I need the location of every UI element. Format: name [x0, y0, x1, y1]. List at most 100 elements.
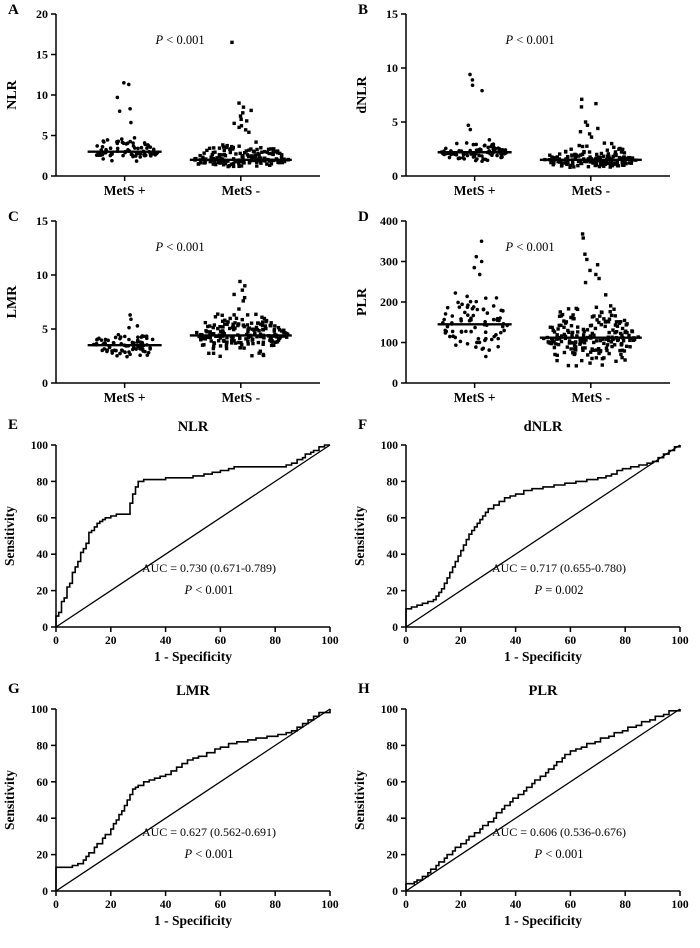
- svg-text:1 - Specificity: 1 - Specificity: [504, 649, 582, 664]
- svg-text:NLR: NLR: [5, 79, 20, 109]
- svg-text:60: 60: [565, 635, 577, 647]
- svg-text:10: 10: [386, 61, 398, 75]
- svg-text:100: 100: [321, 899, 339, 911]
- svg-text:1 - Specificity: 1 - Specificity: [154, 649, 232, 664]
- svg-text:200: 200: [380, 295, 398, 309]
- nlr-scatter-chart: 0 5 10 15 20 NLR MetS + MetS - P < 0.001: [5, 7, 320, 198]
- svg-text:MetS +: MetS +: [454, 183, 496, 198]
- svg-text:5: 5: [392, 115, 398, 129]
- svg-text:20: 20: [387, 586, 399, 598]
- svg-text:100: 100: [671, 635, 689, 647]
- svg-text:0: 0: [403, 899, 409, 911]
- svg-text:20: 20: [36, 7, 48, 21]
- svg-text:400: 400: [380, 214, 398, 228]
- svg-text:MetS -: MetS -: [221, 183, 260, 198]
- svg-text:100: 100: [380, 336, 398, 350]
- svg-text:0: 0: [53, 635, 59, 647]
- svg-text:80: 80: [37, 476, 49, 488]
- svg-text:0: 0: [42, 169, 48, 183]
- svg-text:Sensitivity: Sensitivity: [352, 506, 367, 566]
- panel-a: A 0 5 10 15 20 NLR MetS + MetS - P < 0.001: [0, 0, 350, 207]
- lmr-roc-chart: 0 20 40 60 80 100 0 20 40 60 80 100 LMR Sensitivity 1 …: [2, 683, 339, 928]
- svg-text:15: 15: [36, 48, 48, 62]
- panel-letter-e: E: [8, 417, 19, 433]
- svg-text:40: 40: [510, 899, 522, 911]
- panel-letter-a: A: [8, 2, 19, 18]
- svg-text:5: 5: [42, 322, 48, 336]
- svg-text:80: 80: [619, 635, 631, 647]
- svg-text:100: 100: [381, 704, 399, 716]
- svg-text:P < 0.001: P < 0.001: [155, 33, 205, 47]
- svg-text:100: 100: [31, 704, 49, 716]
- svg-text:60: 60: [215, 635, 227, 647]
- svg-text:Sensitivity: Sensitivity: [352, 770, 367, 830]
- svg-text:0: 0: [42, 622, 48, 634]
- svg-text:P < 0.001: P < 0.001: [505, 33, 555, 47]
- svg-text:P < 0.001: P < 0.001: [183, 583, 233, 597]
- panel-b: B 0 5 10 15 dNLR MetS + MetS - P < 0.001: [350, 0, 700, 207]
- svg-text:PLR: PLR: [529, 683, 559, 699]
- svg-text:40: 40: [37, 549, 49, 561]
- panel-d: D 0 100 200 300 400 PLR MetS + MetS - P < 0.001: [350, 207, 700, 415]
- svg-text:20: 20: [387, 850, 399, 862]
- plr-roc-chart: 0 20 40 60 80 100 0 20 40 60 80 100 PLR Sensitivity 1 …: [352, 683, 689, 928]
- svg-text:60: 60: [565, 899, 577, 911]
- svg-text:80: 80: [37, 740, 49, 752]
- svg-text:80: 80: [619, 899, 631, 911]
- panel-letter-f: F: [358, 417, 368, 433]
- svg-text:40: 40: [37, 813, 49, 825]
- svg-text:20: 20: [37, 850, 49, 862]
- svg-text:P < 0.001: P < 0.001: [183, 847, 233, 861]
- svg-text:1 - Specificity: 1 - Specificity: [504, 913, 582, 928]
- svg-text:MetS +: MetS +: [104, 183, 146, 198]
- svg-text:Sensitivity: Sensitivity: [2, 770, 17, 830]
- panel-g: G 0 20 40 60 80 100 0 20 40 60 80 100 LMR Sensitivity…: [0, 679, 350, 948]
- svg-text:AUC = 0.606 (0.536-0.676): AUC = 0.606 (0.536-0.676): [492, 825, 626, 839]
- panel-letter-c: C: [8, 209, 19, 225]
- svg-text:100: 100: [671, 899, 689, 911]
- svg-text:dNLR: dNLR: [524, 419, 563, 435]
- svg-text:MetS -: MetS -: [571, 183, 610, 198]
- svg-text:MetS -: MetS -: [571, 390, 610, 405]
- svg-text:0: 0: [392, 622, 398, 634]
- panel-c: C 0 5 10 15 LMR MetS + MetS - P < 0.001: [0, 207, 350, 415]
- svg-text:LMR: LMR: [176, 683, 210, 699]
- panel-letter-h: H: [358, 681, 370, 697]
- svg-text:15: 15: [36, 214, 48, 228]
- svg-text:MetS -: MetS -: [221, 390, 260, 405]
- panel-h: H 0 20 40 60 80 100 0 20 40 60 80 100 PLR Sensitivity…: [350, 679, 700, 948]
- svg-text:MetS +: MetS +: [104, 390, 146, 405]
- svg-text:100: 100: [321, 635, 339, 647]
- svg-text:20: 20: [105, 635, 117, 647]
- svg-text:AUC = 0.730 (0.671-0.789): AUC = 0.730 (0.671-0.789): [142, 561, 276, 575]
- plr-scatter-chart: 0 100 200 300 400 PLR MetS + MetS - P < 0.001: [355, 214, 670, 405]
- svg-text:AUC = 0.717 (0.655-0.780): AUC = 0.717 (0.655-0.780): [492, 561, 626, 575]
- svg-text:PLR: PLR: [355, 287, 370, 316]
- svg-text:40: 40: [160, 899, 172, 911]
- svg-text:0: 0: [53, 899, 59, 911]
- svg-text:0: 0: [392, 169, 398, 183]
- svg-text:40: 40: [160, 635, 172, 647]
- svg-text:80: 80: [387, 740, 399, 752]
- panel-letter-b: B: [358, 2, 369, 18]
- svg-text:P < 0.001: P < 0.001: [155, 240, 205, 254]
- svg-text:15: 15: [386, 7, 398, 21]
- svg-text:5: 5: [42, 129, 48, 143]
- svg-text:P < 0.001: P < 0.001: [505, 240, 555, 254]
- svg-text:NLR: NLR: [178, 419, 209, 435]
- svg-text:80: 80: [387, 476, 399, 488]
- svg-text:20: 20: [37, 586, 49, 598]
- svg-text:80: 80: [269, 899, 281, 911]
- svg-text:60: 60: [37, 513, 49, 525]
- svg-text:dNLR: dNLR: [355, 75, 370, 113]
- svg-text:40: 40: [387, 813, 399, 825]
- svg-text:40: 40: [510, 635, 522, 647]
- svg-text:10: 10: [36, 88, 48, 102]
- svg-text:20: 20: [455, 899, 467, 911]
- svg-text:60: 60: [387, 777, 399, 789]
- svg-text:100: 100: [31, 440, 49, 452]
- svg-text:60: 60: [215, 899, 227, 911]
- svg-text:0: 0: [42, 886, 48, 898]
- svg-text:0: 0: [392, 376, 398, 390]
